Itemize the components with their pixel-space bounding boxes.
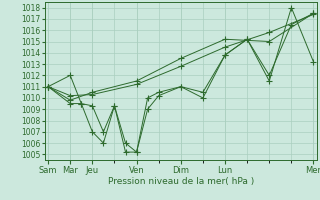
X-axis label: Pression niveau de la mer( hPa ): Pression niveau de la mer( hPa ) xyxy=(108,177,254,186)
